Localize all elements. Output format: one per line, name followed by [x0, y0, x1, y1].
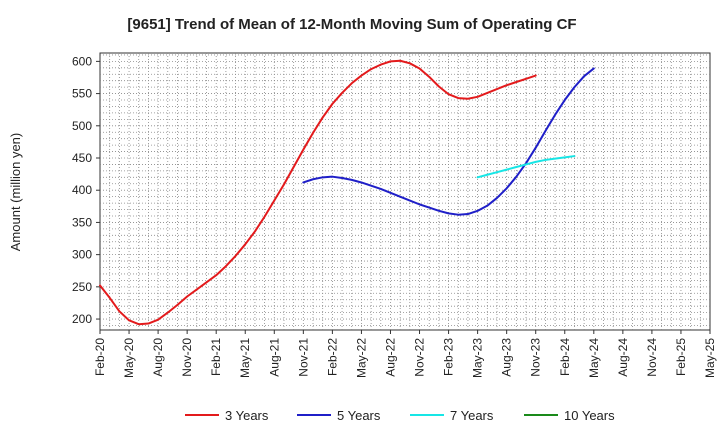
- legend-label: 3 Years: [225, 408, 269, 423]
- y-tick-label: 450: [72, 151, 92, 165]
- x-tick-label: May-21: [238, 338, 252, 378]
- y-tick-label: 600: [72, 54, 92, 68]
- y-tick-label: 300: [72, 248, 92, 262]
- x-tick-label: Aug-23: [500, 338, 514, 377]
- x-tick-label: Aug-24: [616, 338, 630, 377]
- x-tick-label: May-24: [587, 338, 601, 378]
- x-tick-label: Nov-24: [645, 338, 659, 377]
- x-tick-label: Feb-25: [674, 338, 688, 376]
- x-tick-label: Feb-20: [93, 338, 107, 376]
- x-tick-label: May-22: [354, 338, 368, 378]
- legend: 3 Years 5 Years 7 Years 10 Years: [185, 408, 615, 423]
- y-tick-label: 550: [72, 87, 92, 101]
- x-tick-label: Nov-23: [529, 338, 543, 377]
- legend-label: 10 Years: [564, 408, 615, 423]
- y-tick-label: 250: [72, 280, 92, 294]
- x-axis-ticks: Feb-20 May-20 Aug-20 Nov-20 Feb-21 May-21 Aug-…: [93, 330, 717, 378]
- series-line-5-years: [302, 67, 595, 216]
- y-tick-label: 200: [72, 312, 92, 326]
- x-tick-label: Nov-20: [180, 338, 194, 377]
- series-line-7-years: [476, 155, 576, 179]
- series-lines: [99, 59, 595, 326]
- x-tick-label: Feb-21: [209, 338, 223, 376]
- x-tick-label: Aug-20: [151, 338, 165, 377]
- x-tick-label: Feb-24: [558, 338, 572, 376]
- x-tick-label: May-25: [703, 338, 717, 378]
- x-tick-label: Aug-22: [383, 338, 397, 377]
- y-axis-ticks: 200 250 300 350 400 450 500 550 600: [72, 54, 100, 326]
- x-tick-label: Feb-22: [325, 338, 339, 376]
- legend-label: 5 Years: [337, 408, 381, 423]
- chart-title: [9651] Trend of Mean of 12-Month Moving …: [127, 16, 576, 33]
- plot-area: [99, 52, 711, 331]
- x-tick-label: May-20: [122, 338, 136, 378]
- y-tick-label: 400: [72, 183, 92, 197]
- y-tick-label: 350: [72, 215, 92, 229]
- x-tick-label: Nov-22: [413, 338, 427, 377]
- x-tick-label: Aug-21: [267, 338, 281, 377]
- series-line-3-years: [99, 59, 537, 326]
- x-tick-label: May-23: [471, 338, 485, 378]
- legend-label: 7 Years: [450, 408, 494, 423]
- x-tick-label: Nov-21: [296, 338, 310, 377]
- grid-lines: [100, 53, 710, 330]
- y-tick-label: 500: [72, 119, 92, 133]
- x-tick-label: Feb-23: [442, 338, 456, 376]
- y-axis-label: Amount (million yen): [8, 133, 23, 252]
